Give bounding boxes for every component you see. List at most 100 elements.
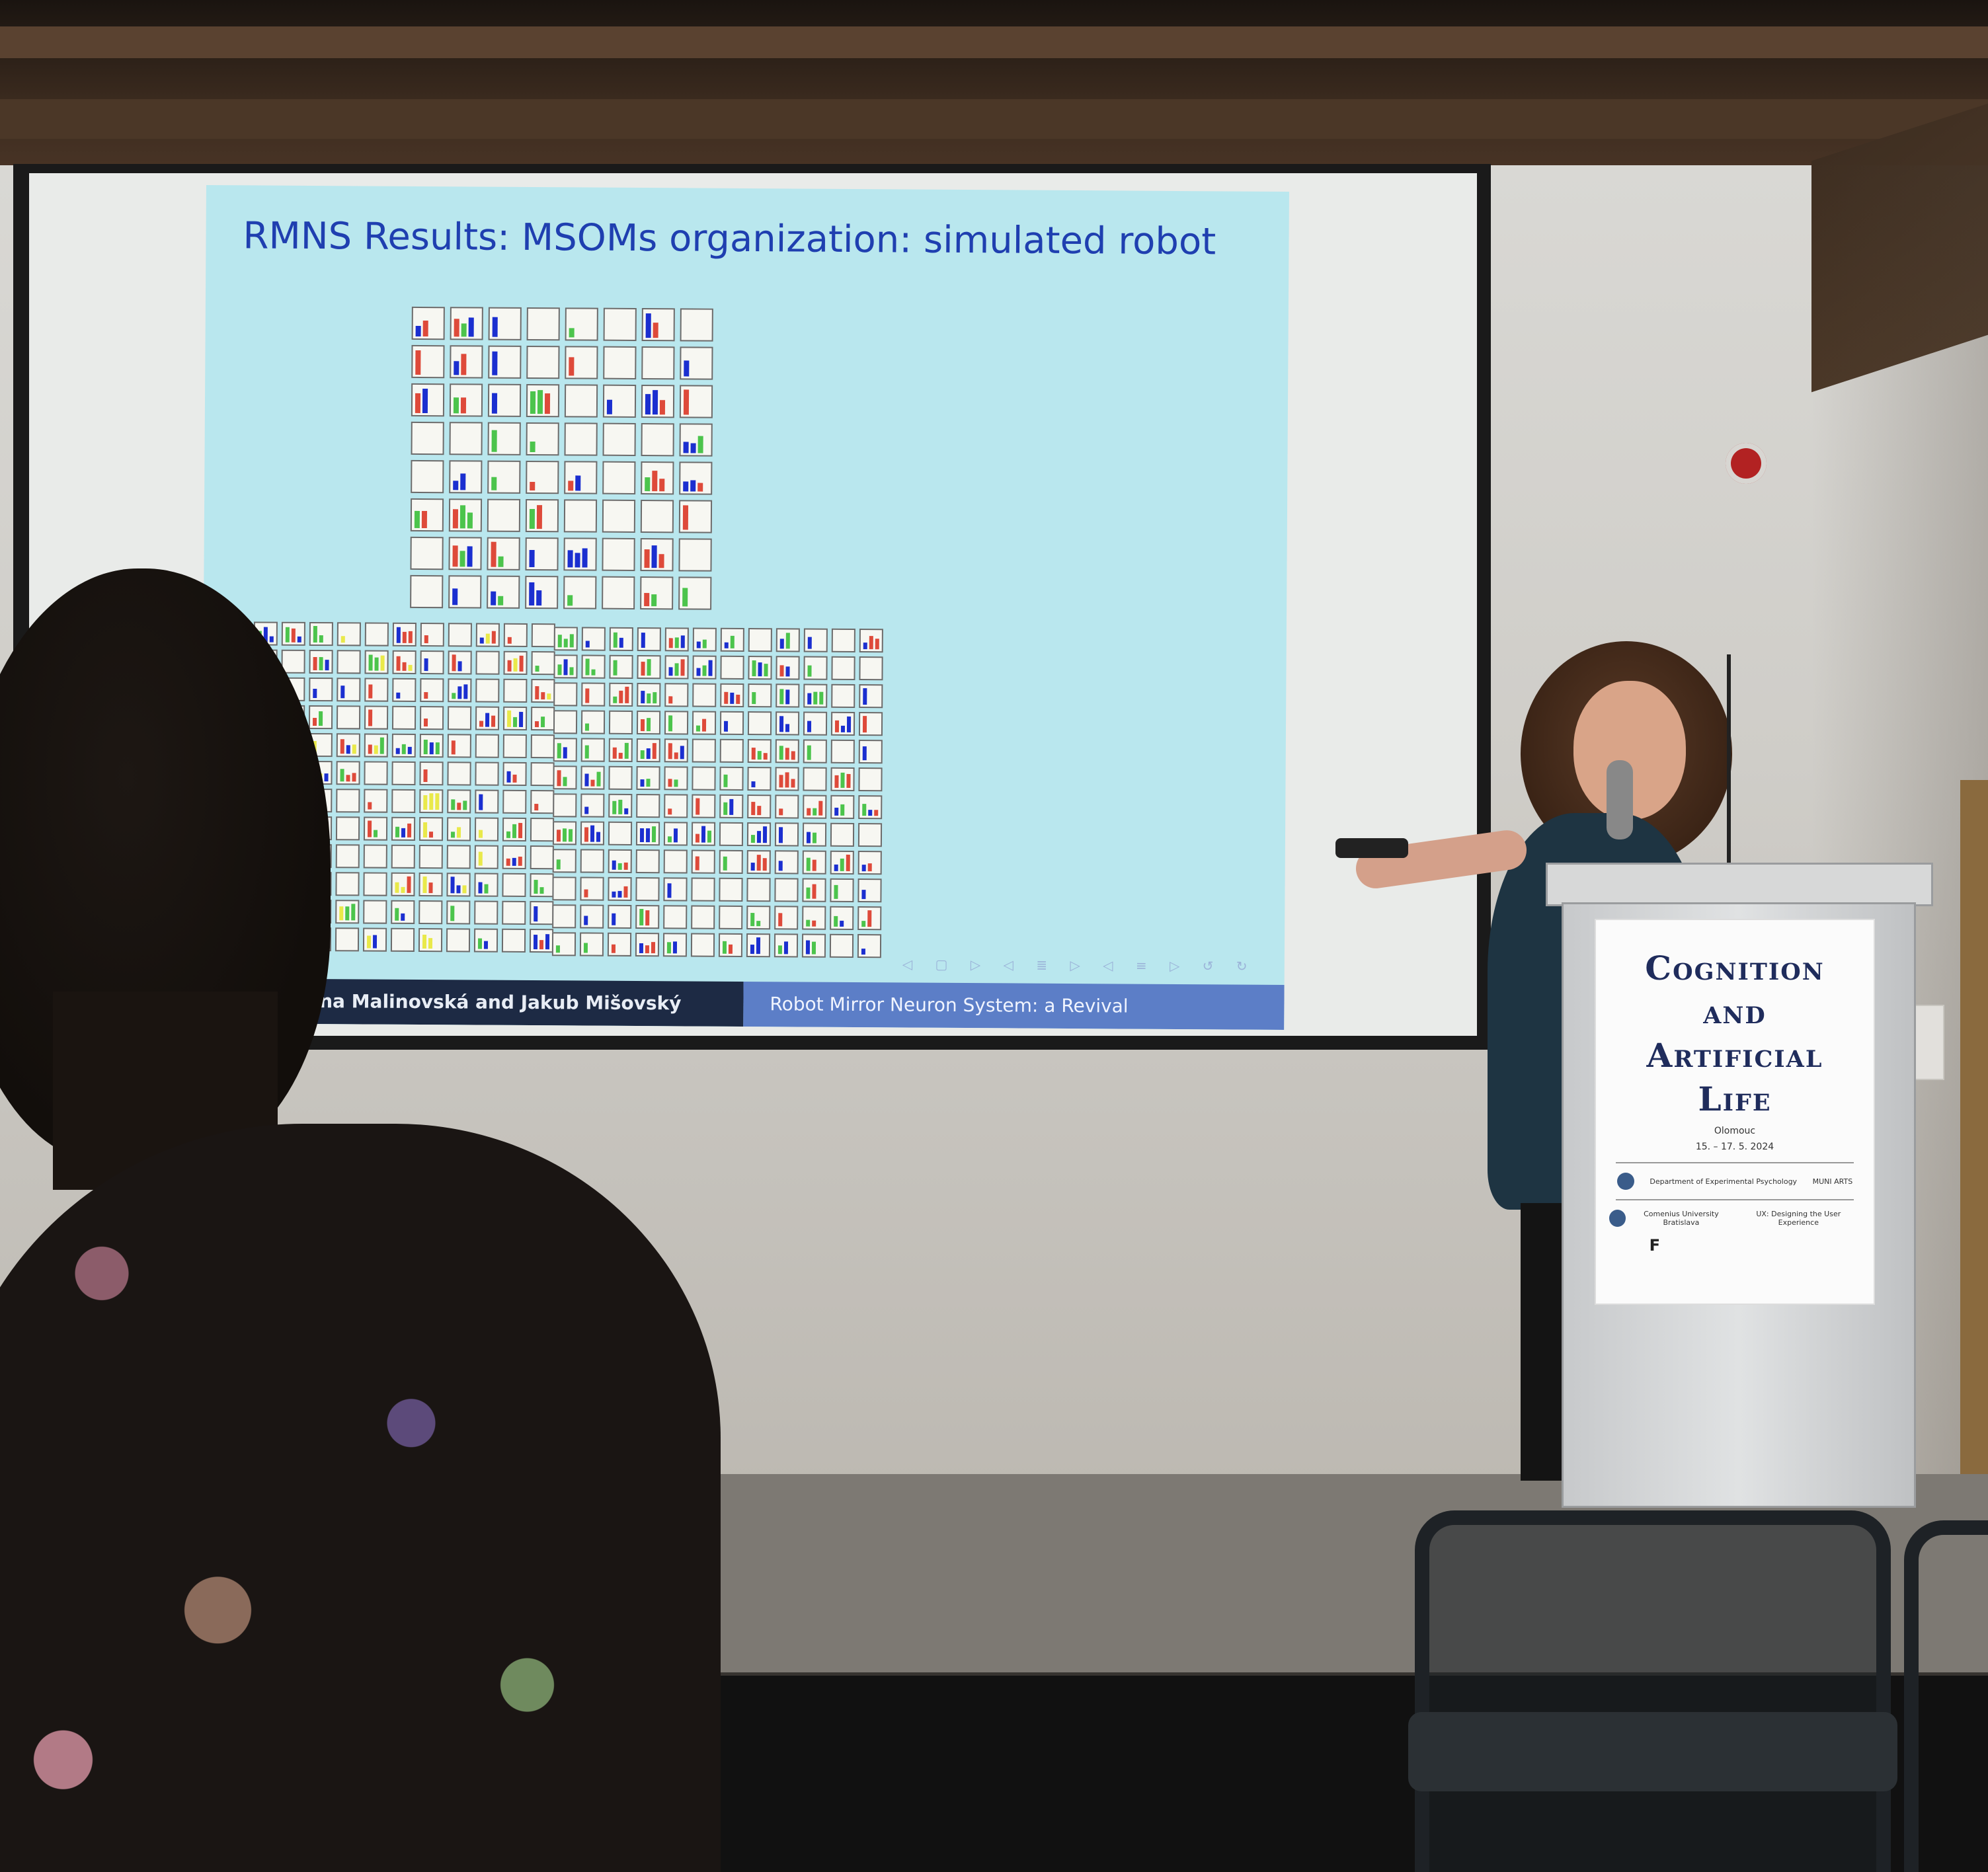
msom-neuron-cell xyxy=(531,679,555,703)
activation-bar xyxy=(646,779,651,787)
activation-bar xyxy=(752,692,756,705)
activation-bar xyxy=(729,799,734,815)
activation-bar xyxy=(667,836,672,843)
activation-bar xyxy=(869,636,873,650)
msom-neuron-cell xyxy=(420,650,444,675)
msom-neuron-cell xyxy=(636,793,660,818)
msom-neuron-cell xyxy=(502,900,526,925)
activation-bar xyxy=(668,779,672,787)
activation-bar xyxy=(590,825,595,842)
msom-neuron-cell xyxy=(364,761,388,785)
activation-bar xyxy=(750,913,755,927)
activation-bar xyxy=(372,935,378,949)
activation-bar xyxy=(534,880,538,894)
activation-bar xyxy=(423,795,428,810)
activation-bar xyxy=(813,808,817,816)
activation-bar xyxy=(541,692,545,700)
activation-bar xyxy=(779,639,784,649)
activation-bar xyxy=(785,772,789,788)
activation-bar xyxy=(529,508,536,529)
msom-neuron-cell xyxy=(663,822,688,846)
msom-neuron-cell xyxy=(449,383,483,417)
activation-bar xyxy=(529,582,535,606)
activation-bar xyxy=(366,935,372,949)
activation-bar xyxy=(585,658,590,676)
activation-bar xyxy=(423,740,428,755)
activation-bar xyxy=(539,887,544,894)
msom-neuron-cell xyxy=(530,790,555,814)
msom-neuron-cell xyxy=(418,816,444,841)
activation-bar xyxy=(680,746,684,760)
msom-neuron-cell xyxy=(363,816,388,841)
msom-neuron-cell xyxy=(526,345,560,379)
msom-neuron-cell xyxy=(664,711,689,735)
activation-bar xyxy=(506,771,511,783)
activation-bar xyxy=(785,724,790,732)
msom-neuron-cell xyxy=(336,789,360,813)
msom-neuron-cell xyxy=(691,849,715,874)
activation-bar xyxy=(683,389,690,415)
activation-bar xyxy=(374,657,379,671)
msom-neuron-cell xyxy=(474,873,498,897)
msom-neuron-cell xyxy=(337,650,361,674)
activation-bar xyxy=(751,781,756,788)
msom-neuron-cell xyxy=(858,767,883,792)
activation-bar xyxy=(708,660,713,676)
msom-neuron-cell xyxy=(411,459,444,494)
activation-bar xyxy=(673,828,678,843)
msom-neuron-cell xyxy=(418,872,443,897)
msom-neuron-cell xyxy=(857,906,882,931)
activation-bar xyxy=(567,550,573,568)
msom-neuron-cell xyxy=(608,904,632,929)
activation-bar xyxy=(723,802,728,815)
activation-bar xyxy=(536,590,542,606)
activation-bar xyxy=(723,856,727,871)
msom-neuron-cell xyxy=(552,904,577,929)
msom-neuron-cell xyxy=(608,793,633,818)
activation-bar xyxy=(863,643,867,650)
msom-neuron-cell xyxy=(308,705,333,730)
activation-bar xyxy=(840,920,844,927)
msom-neuron-cell xyxy=(775,711,800,736)
msom-neuron-cell xyxy=(410,574,444,609)
msom-neuron-cell xyxy=(475,678,500,703)
msom-neuron-cell xyxy=(718,933,743,957)
activation-bar xyxy=(408,631,413,643)
activation-bar xyxy=(646,748,651,760)
activation-bar xyxy=(395,748,400,754)
msom-neuron-cell xyxy=(553,765,577,790)
ceiling-beam xyxy=(0,99,1988,139)
msom-neuron-cell xyxy=(448,498,483,532)
activation-bar xyxy=(512,857,516,866)
activation-bar xyxy=(785,633,790,649)
msom-neuron-cell xyxy=(678,500,713,533)
msom-neuron-cell xyxy=(746,933,771,958)
msom-neuron-cell xyxy=(803,795,827,819)
activation-bar xyxy=(756,831,762,843)
activation-bar xyxy=(374,745,378,754)
poster-title-line: and xyxy=(1703,992,1767,1031)
activation-bar xyxy=(407,823,412,838)
msom-neuron-cell xyxy=(640,500,674,533)
activation-bar xyxy=(868,810,873,816)
msom-neuron-cell xyxy=(831,628,855,653)
microphone-stand xyxy=(1727,654,1731,879)
msom-neuron-cell xyxy=(830,795,855,820)
activation-bar xyxy=(690,443,696,453)
msom-neuron-cell xyxy=(364,733,388,758)
msom-neuron-cell xyxy=(857,934,882,958)
msom-neuron-cell xyxy=(679,461,713,495)
activation-bar xyxy=(556,830,561,842)
beamer-navigation-icons[interactable]: ◁ ▢ ▷ ◁ ≣ ▷ ◁ ≡ ▷ ↺ ↻ xyxy=(902,956,1257,974)
msom-neuron-cell xyxy=(830,822,855,847)
activation-bar xyxy=(651,545,657,568)
msom-neuron-cell xyxy=(335,900,360,924)
microphone xyxy=(1607,760,1633,839)
poster-title-line: Cognition xyxy=(1645,949,1825,988)
faculty-logo-icon: F xyxy=(1649,1236,1660,1255)
msom-neuron-cell xyxy=(857,878,882,903)
activation-bar xyxy=(424,658,428,672)
activation-bar xyxy=(429,793,434,810)
activation-bar xyxy=(702,639,707,648)
activation-bar xyxy=(380,655,385,671)
